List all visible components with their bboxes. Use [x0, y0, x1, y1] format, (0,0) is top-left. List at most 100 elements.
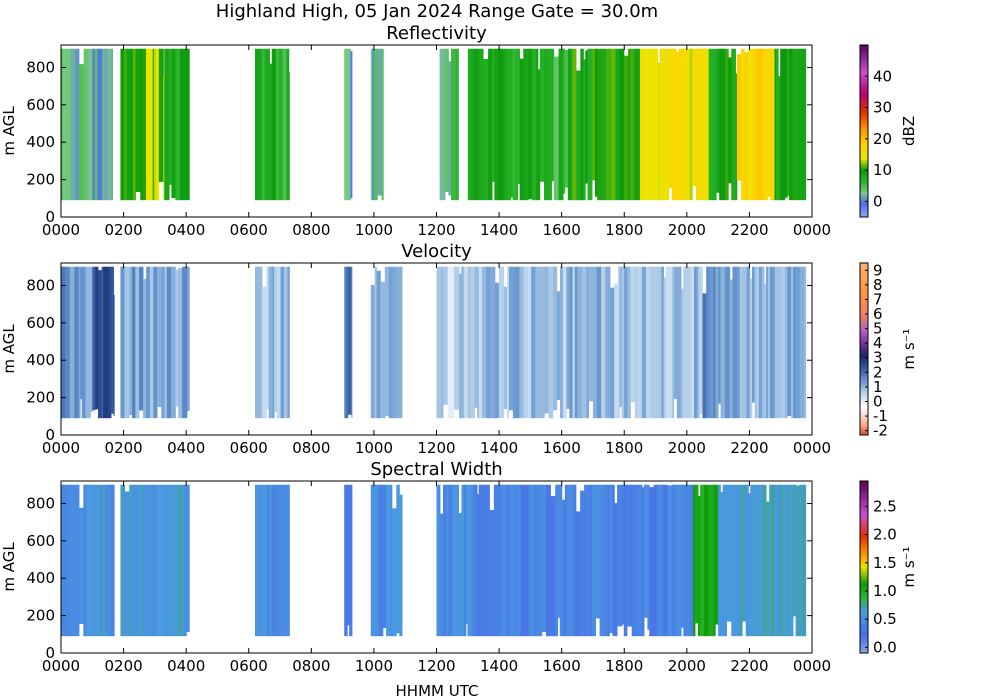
echo-strip	[80, 266, 83, 400]
echo-strip	[494, 48, 500, 201]
colorbar-tick-label: 2	[873, 363, 883, 381]
echo-strip	[282, 48, 288, 201]
x-tick-label: 0000	[42, 439, 80, 457]
echo-strip	[69, 266, 75, 419]
x-tick-label: 0600	[230, 439, 268, 457]
echo-strip	[350, 51, 353, 199]
echo-strip	[255, 48, 259, 201]
echo-strip	[547, 48, 552, 201]
echo-strip	[171, 266, 176, 419]
echo-strip	[503, 286, 508, 410]
echo-strip	[167, 484, 172, 637]
echo-strip	[605, 48, 609, 201]
echo-strip	[772, 48, 775, 201]
x-tick-label: 2200	[730, 221, 768, 239]
echo-strip	[390, 484, 393, 637]
echo-strip	[675, 51, 679, 201]
colorbar-tick-label: 1	[873, 378, 883, 396]
echo-strip	[645, 266, 651, 419]
echo-strip	[510, 484, 516, 637]
echo-strip	[742, 484, 747, 622]
echo-strip	[694, 266, 697, 419]
echo-strip	[523, 48, 529, 201]
x-tick-label: 2000	[668, 439, 706, 457]
echo-strip	[736, 484, 741, 637]
echo-strip	[267, 484, 270, 637]
echo-strip	[519, 266, 524, 419]
echo-segment	[436, 266, 478, 419]
echo-strip	[483, 59, 489, 201]
echo-strip	[761, 266, 765, 419]
x-tick-label: 1600	[543, 657, 581, 675]
echo-strip	[671, 484, 677, 637]
echo-strip	[793, 266, 796, 419]
echo-segment	[344, 266, 353, 419]
echo-strip	[776, 48, 779, 201]
echo-strip	[99, 484, 103, 637]
x-tick-label: 0000	[42, 657, 80, 675]
echo-strip	[671, 48, 677, 201]
echo-strip	[754, 266, 758, 419]
echo-strip	[663, 48, 666, 201]
echo-strip	[683, 266, 689, 419]
echo-strip	[113, 294, 115, 417]
echo-strip	[477, 266, 480, 419]
echo-strip	[261, 48, 265, 201]
echo-strip	[656, 484, 660, 637]
echo-strip	[74, 266, 80, 419]
echo-segment	[736, 48, 775, 201]
echo-strip	[271, 48, 277, 201]
echo-strip	[351, 266, 353, 419]
echo-strip	[566, 266, 570, 409]
x-tick-label: 2200	[730, 439, 768, 457]
echo-strip	[675, 484, 679, 637]
echo-strip	[178, 484, 183, 637]
echo-strip	[761, 48, 764, 201]
colorbar: 0.0 0.5 1.0 1.5 2.0 2.5 m s⁻¹	[859, 480, 918, 656]
echo-strip	[268, 266, 273, 419]
echo-strip	[758, 266, 763, 419]
echo-segment	[344, 484, 353, 637]
y-tick-label: 400	[26, 351, 55, 369]
echo-strip	[181, 48, 187, 201]
echo-strip	[603, 484, 609, 637]
echo-strip	[62, 48, 67, 201]
echo-segment	[467, 48, 541, 201]
echo-strip	[726, 484, 732, 622]
echo-segment	[61, 266, 93, 419]
y-tick-label: 400	[26, 133, 55, 151]
x-tick-label: 1600	[543, 439, 581, 457]
echo-strip	[575, 511, 581, 637]
x-tick-label: 1400	[480, 439, 518, 457]
echo-strip	[610, 287, 615, 419]
echo-strip	[111, 266, 115, 414]
x-tick-label: 0800	[292, 657, 330, 675]
y-tick-label: 800	[26, 58, 55, 76]
echo-strip	[79, 64, 85, 201]
echo-strip	[771, 484, 775, 637]
echo-strip	[691, 266, 695, 419]
echo-strip	[461, 266, 465, 419]
echo-segment	[132, 48, 165, 201]
echo-strip	[70, 48, 76, 201]
echo-strip	[124, 266, 130, 419]
x-tick-label: 0800	[292, 221, 330, 239]
y-tick-label: 800	[26, 494, 55, 512]
x-tick-label: 0600	[230, 657, 268, 675]
echo-strip	[580, 490, 585, 637]
echo-strip	[644, 484, 648, 618]
echo-strip	[264, 48, 270, 201]
echo-strip	[103, 266, 109, 419]
echo-strip	[275, 484, 281, 637]
colorbar-gradient	[859, 480, 869, 654]
y-tick-label: 800	[26, 276, 55, 294]
echo-strip	[284, 484, 289, 637]
y-axis-label: m AGL	[0, 106, 18, 156]
echo-strip	[592, 266, 598, 419]
echo-strip	[778, 76, 781, 201]
echo-strip	[171, 484, 175, 637]
echo-strip	[347, 266, 352, 415]
echo-segment	[436, 484, 478, 637]
echo-segment	[255, 48, 290, 201]
x-tick-label: 2000	[668, 221, 706, 239]
